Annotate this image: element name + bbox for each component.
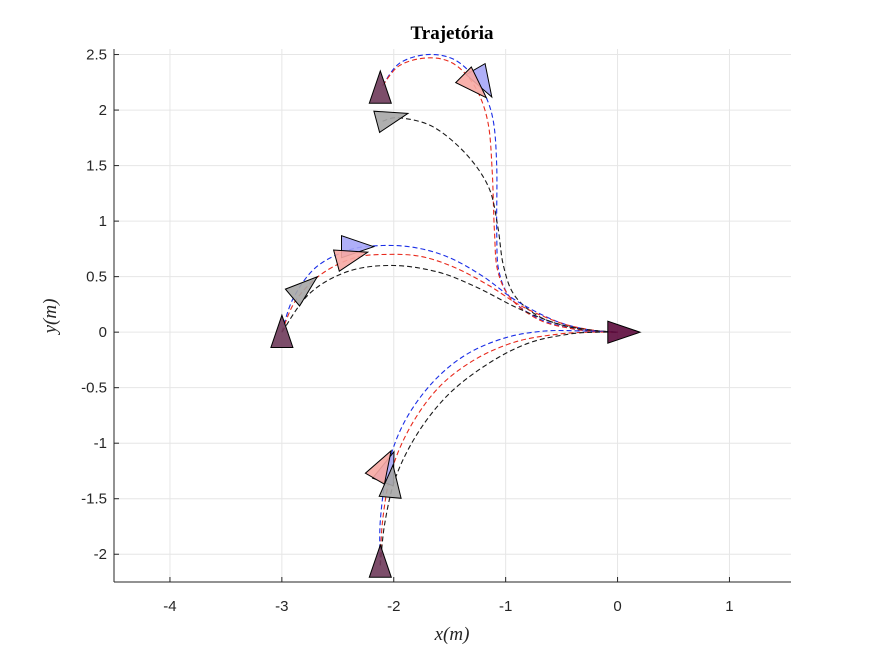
- robot-pose-marker: [270, 313, 294, 348]
- trajectory-black: [379, 331, 618, 566]
- robot-pose-marker: [378, 463, 402, 499]
- robot-pose-marker: [364, 449, 392, 485]
- trajectory-red: [382, 57, 618, 333]
- robot-pose-marker: [368, 69, 392, 104]
- y-tick-label: -0.5: [81, 380, 107, 397]
- y-tick-label: 0.5: [86, 269, 107, 286]
- robot-pose-marker: [607, 320, 642, 344]
- robot-pose-marker: [332, 249, 370, 273]
- x-tick-label: 0: [613, 598, 621, 615]
- y-axis-ticks: -2 -1.5 -1 -0.5 0 0.5 1 1.5 2 2.5: [81, 47, 119, 563]
- x-tick-label: -1: [499, 598, 512, 615]
- robot-pose-marker: [284, 275, 319, 307]
- y-tick-label: -2: [94, 546, 107, 563]
- x-axis-label: x(m): [434, 624, 470, 645]
- y-tick-label: 0: [99, 324, 107, 341]
- y-tick-label: -1: [94, 435, 107, 452]
- plot-area: [114, 49, 791, 582]
- trajectory-black: [281, 264, 618, 333]
- x-tick-label: -3: [275, 598, 288, 615]
- y-axis-label: y(m): [40, 299, 61, 336]
- robot-pose-marker: [368, 543, 392, 578]
- y-tick-label: 2: [99, 102, 107, 119]
- x-axis-ticks: -4 -3 -2 -1 0 1: [163, 577, 734, 615]
- trajectory-red: [281, 253, 618, 333]
- trajectory-blue: [382, 53, 618, 333]
- axes-frame: [113, 49, 791, 583]
- trajectory-black: [382, 117, 618, 333]
- robot-markers: [270, 62, 642, 578]
- x-tick-label: 1: [725, 598, 733, 615]
- robot-pose-marker: [454, 66, 488, 99]
- y-tick-label: 1.5: [86, 158, 107, 175]
- y-tick-label: 1: [99, 213, 107, 230]
- y-tick-label: 2.5: [86, 47, 107, 64]
- trajectory-blue: [281, 244, 618, 333]
- robot-pose-marker: [373, 110, 410, 134]
- y-tick-label: -1.5: [81, 491, 107, 508]
- chart-title: Trajetória: [411, 23, 494, 44]
- x-tick-label: -4: [163, 598, 176, 615]
- grid: [114, 49, 791, 582]
- x-tick-label: -2: [387, 598, 400, 615]
